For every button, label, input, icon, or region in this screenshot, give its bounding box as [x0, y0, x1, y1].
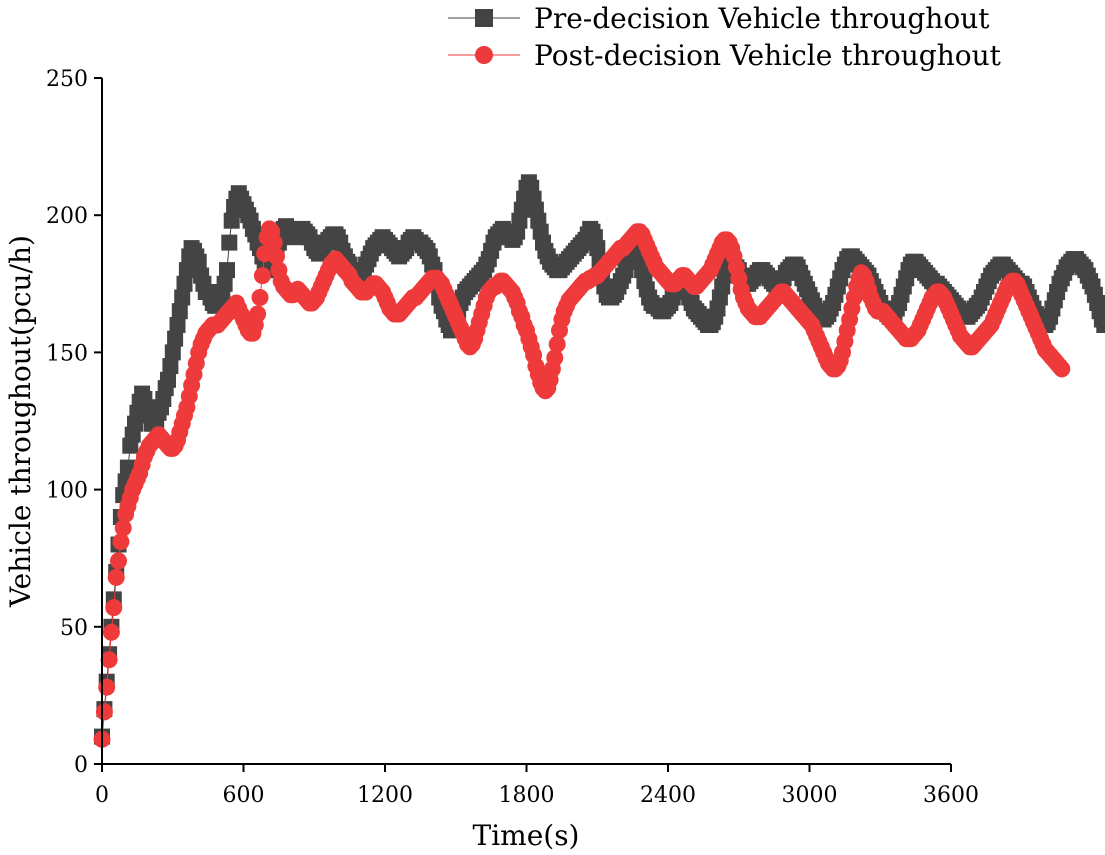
legend-label-post: Post-decision Vehicle throughout [534, 39, 1002, 72]
series-0-point-425 [1096, 317, 1105, 333]
series-0-point-28 [160, 371, 176, 388]
legend-label-pre: Pre-decision Vehicle throughout [534, 2, 990, 35]
legend: Pre-decision Vehicle throughout Post-dec… [448, 2, 1002, 72]
series-0-point-34 [174, 289, 191, 306]
series-1-point-9 [114, 519, 132, 537]
series-1-point-6 [107, 568, 125, 586]
series-0-point-41 [190, 253, 207, 270]
series-0-point-32 [169, 317, 186, 333]
x-ticks: 0 600 1200 1800 2400 3000 3600 [95, 764, 979, 808]
series-1 [93, 220, 1071, 748]
series-1-point-3 [100, 651, 118, 669]
series-0-point-30 [164, 344, 181, 361]
series-1-point-192 [546, 349, 564, 367]
series-1-point-1 [95, 703, 113, 721]
series-1-point-2 [98, 678, 116, 696]
series-1-point-73 [265, 234, 283, 252]
y-tick-label-3: 150 [46, 341, 88, 366]
series-0-point-33 [171, 303, 188, 320]
x-tick-label-4: 2400 [640, 783, 696, 808]
x-tick-label-5: 3000 [782, 783, 838, 808]
x-tick-label-2: 1200 [357, 783, 413, 808]
series-0-point-53 [219, 262, 235, 279]
series-1-point-5 [105, 599, 123, 617]
series-1-point-74 [268, 247, 285, 265]
y-tick-label-4: 200 [46, 204, 88, 229]
x-tick-label-3: 1800 [499, 783, 555, 808]
series-0-point-210 [589, 240, 606, 257]
x-tick-label-1: 600 [223, 783, 265, 808]
series-0-point-55 [223, 212, 240, 229]
series-1-point-68 [253, 267, 271, 285]
y-tick-label-2: 100 [46, 479, 88, 504]
series-0-point-29 [162, 358, 179, 375]
series-0-point-31 [167, 330, 184, 347]
legend-marker-square-icon [475, 9, 493, 27]
series-0-point-54 [221, 234, 238, 251]
series-1-point-7 [110, 552, 127, 570]
y-ticks: 0 50 100 150 200 250 [46, 67, 102, 778]
series-0-point-35 [176, 275, 193, 292]
series-layer [93, 174, 1105, 748]
series-0-point-52 [216, 275, 233, 292]
y-tick-label-1: 50 [60, 616, 88, 641]
series-1-point-66 [249, 305, 267, 323]
y-tick-label-5: 250 [46, 67, 88, 92]
x-axis-title: Time(s) [473, 819, 580, 852]
series-1-point-407 [1053, 360, 1071, 378]
series-1-point-193 [548, 335, 566, 353]
x-tick-label-6: 3600 [923, 783, 979, 808]
x-tick-label-0: 0 [95, 783, 109, 808]
series-0 [94, 174, 1105, 745]
series-1-point-4 [102, 623, 120, 641]
y-tick-label-0: 0 [74, 753, 88, 778]
series-1-point-8 [112, 533, 130, 551]
series-1-point-67 [251, 289, 269, 306]
y-axis-title: Vehicle throughout(pcu/h) [4, 235, 37, 608]
legend-marker-circle-icon [475, 46, 493, 64]
